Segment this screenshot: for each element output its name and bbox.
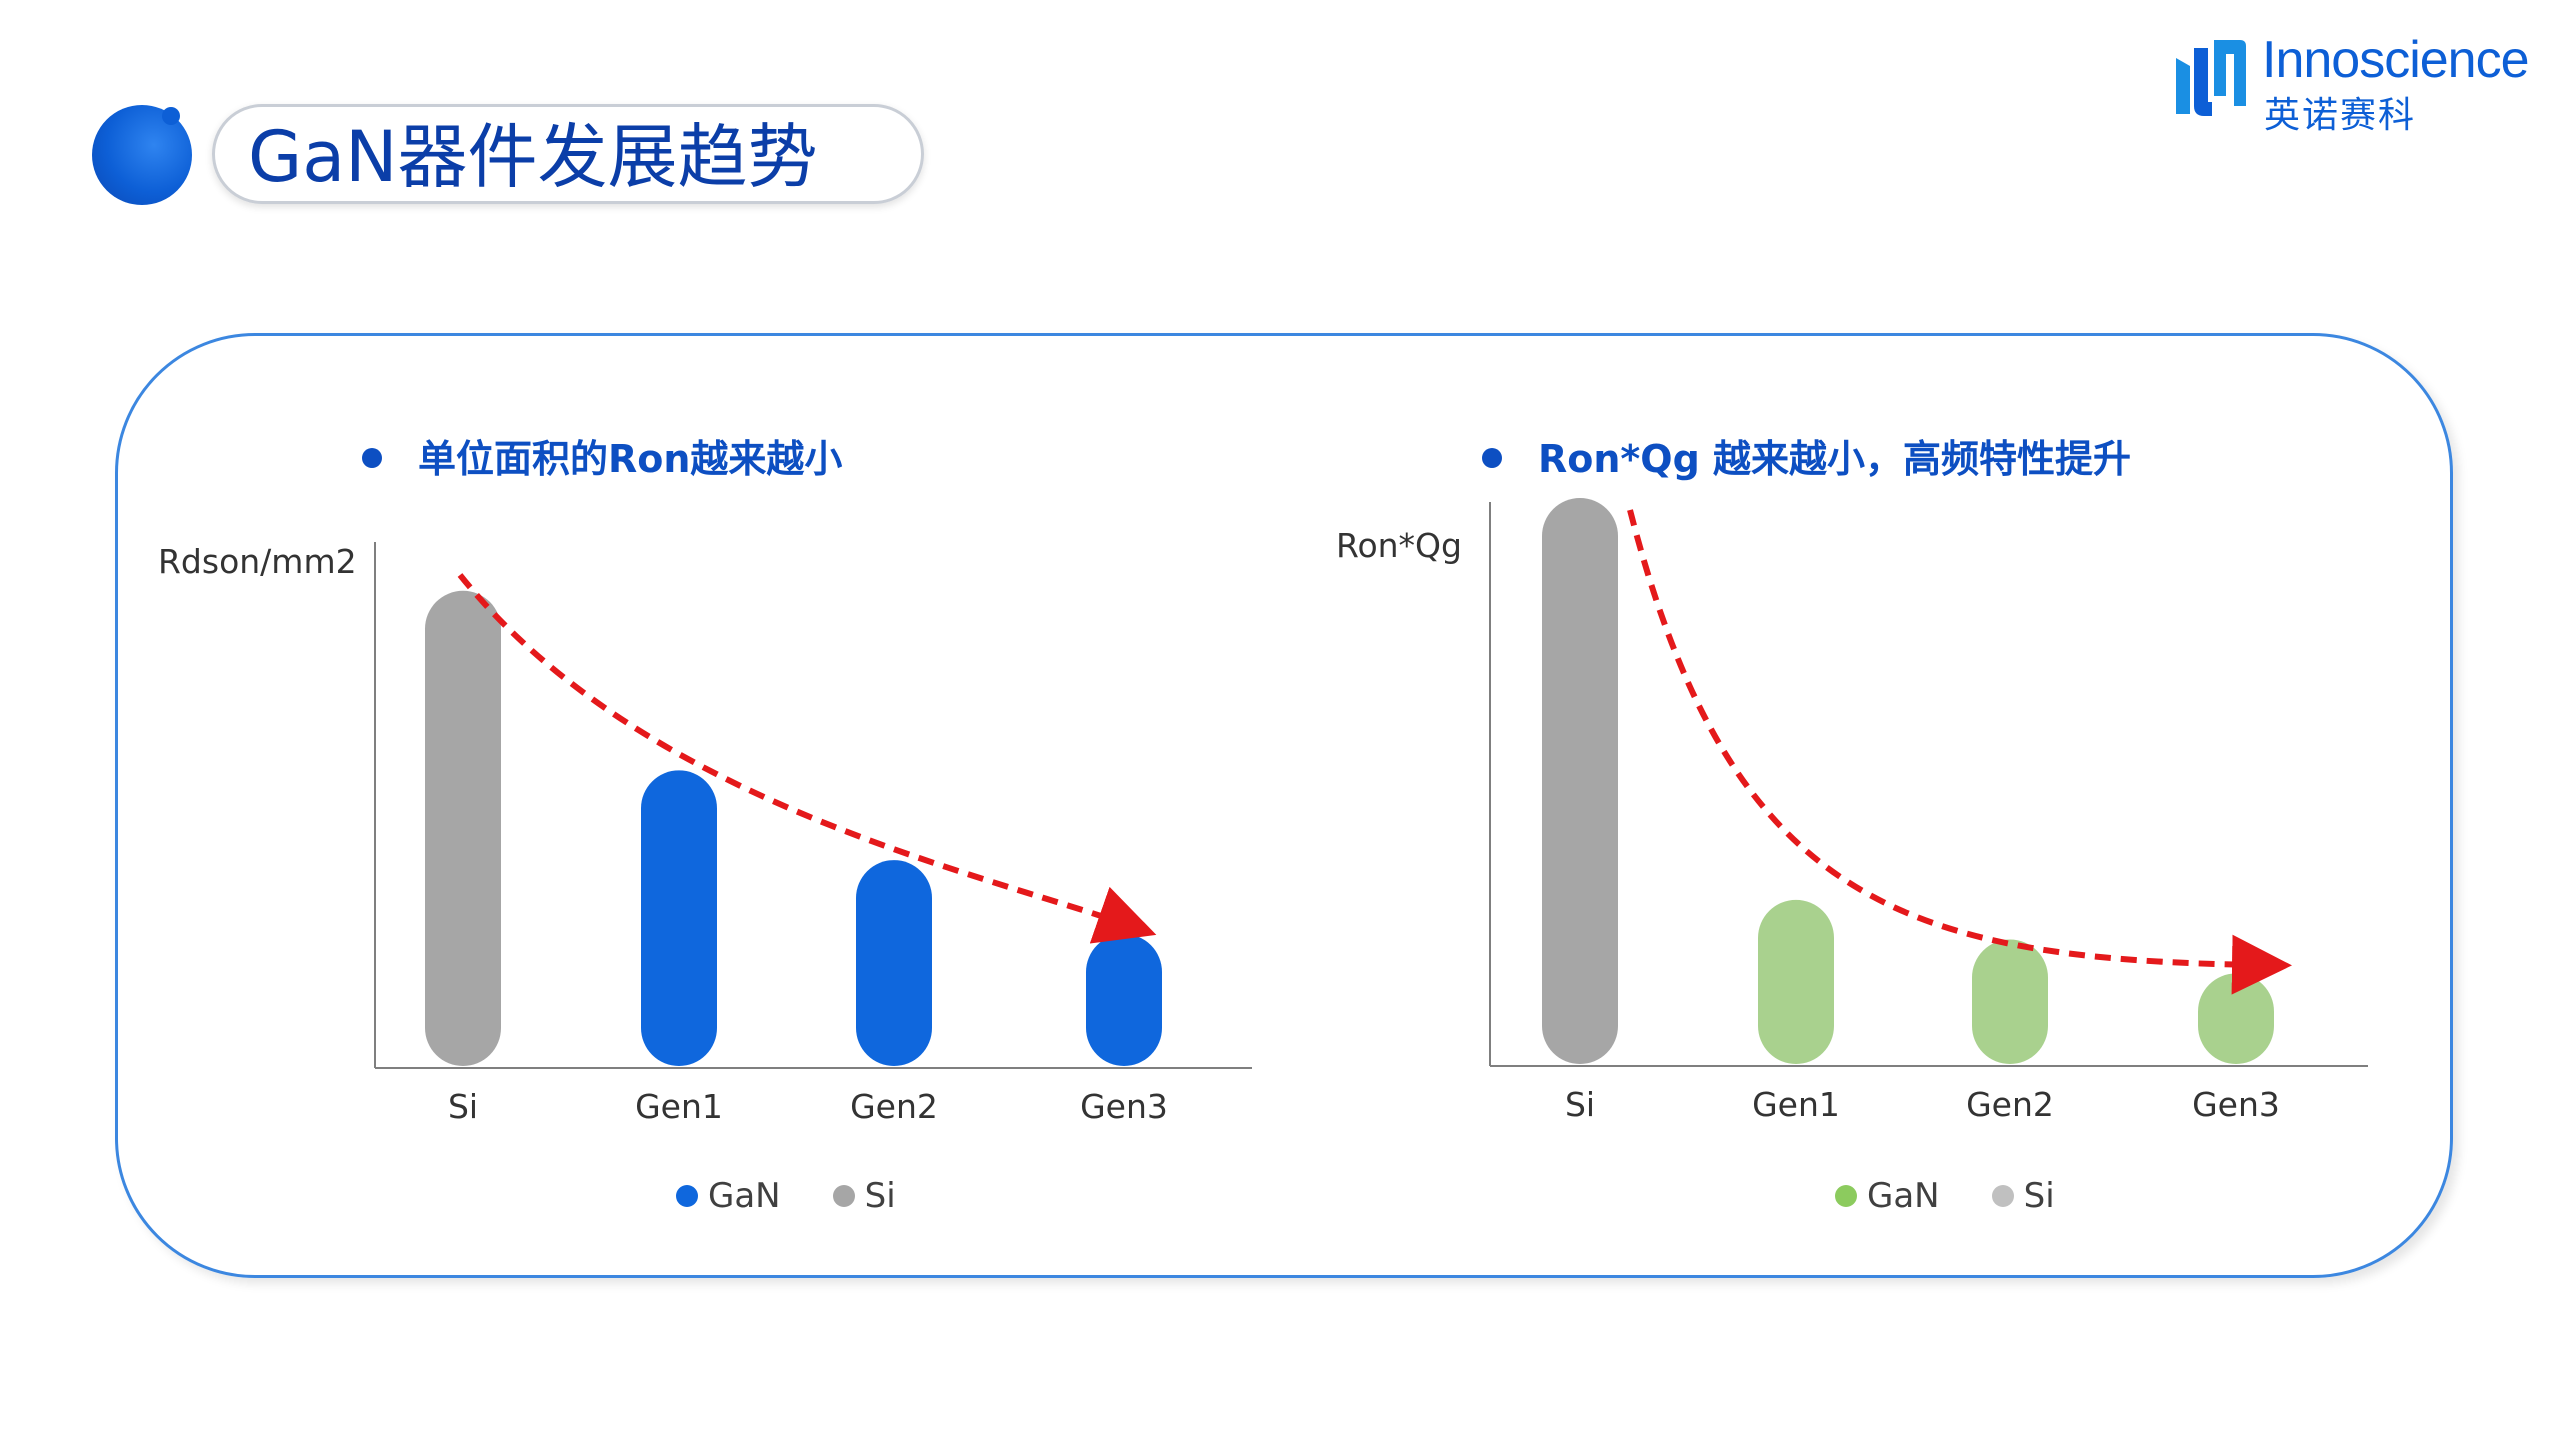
innoscience-mark-icon [2176, 40, 2246, 116]
legend-item-gan: GaN [676, 1176, 781, 1216]
bar-gan-gen3 [1086, 934, 1162, 1066]
brand-name-cn: 英诺赛科 [2264, 95, 2417, 136]
x-tick-label: Gen1 [1752, 1085, 1840, 1124]
legend-item-gan: GaN [1835, 1176, 1940, 1216]
trend-arrow [1627, 509, 2292, 995]
bar-si-si [1542, 498, 1618, 1064]
x-tick-label: Gen1 [635, 1087, 723, 1126]
brand-logo: Innoscience 英诺赛科 [2168, 30, 2540, 136]
right-legend: GaN Si [1835, 1176, 2107, 1216]
title-pill [212, 104, 924, 204]
legend-swatch-gan [1835, 1185, 1857, 1207]
content-panel [115, 333, 2453, 1278]
legend-label-gan: GaN [1867, 1176, 1940, 1216]
bar-gan-gen1 [1758, 899, 1834, 1064]
legend-swatch-si [832, 1185, 855, 1207]
page-title: GaN器件发展趋势 [248, 116, 818, 198]
trend-arrow [457, 573, 1157, 944]
bar-gan-gen2 [856, 860, 932, 1066]
left-heading-text: 单位面积的Ron越来越小 [418, 437, 843, 481]
left-chart-heading: 单位面积的Ron越来越小 [362, 428, 842, 483]
legend-label-si: Si [864, 1176, 896, 1216]
bar-gan-gen1 [641, 770, 717, 1066]
legend-item-si: Si [1991, 1176, 2055, 1216]
bullet-icon [362, 447, 382, 468]
bullet-icon [1482, 447, 1502, 468]
bar-gan-gen2 [1972, 939, 2048, 1064]
y-axis-label: Ron*Qg [1336, 526, 1462, 565]
right-chart-heading: Ron*Qg 越来越小，高频特性提升 [1482, 428, 2131, 483]
x-tick-label: Gen3 [1080, 1087, 1168, 1126]
x-tick-label: Gen3 [2192, 1085, 2280, 1124]
x-tick-label: Si [448, 1087, 478, 1126]
x-tick-label: Gen2 [1966, 1085, 2054, 1124]
left-legend: GaN Si [676, 1176, 948, 1216]
legend-label-gan: GaN [708, 1176, 781, 1216]
x-tick-label: Si [1565, 1085, 1595, 1124]
legend-item-si: Si [832, 1176, 896, 1216]
section-logo-dot [92, 105, 192, 205]
bar-si-si [425, 590, 501, 1066]
legend-label-si: Si [2023, 1176, 2055, 1216]
legend-swatch-gan [676, 1185, 698, 1207]
bar-gan-gen3 [2198, 973, 2274, 1064]
brand-name: Innoscience [2262, 31, 2530, 89]
legend-swatch-si [1991, 1185, 2014, 1207]
x-tick-label: Gen2 [850, 1087, 938, 1126]
y-axis-label: Rdson/mm2 [158, 542, 357, 581]
right-heading-text: Ron*Qg 越来越小，高频特性提升 [1538, 437, 2132, 481]
